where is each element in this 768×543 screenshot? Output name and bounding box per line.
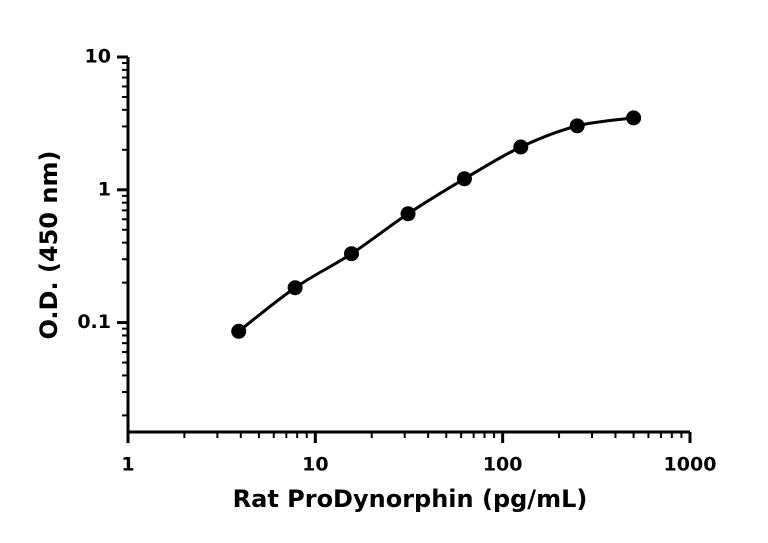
y-tick-label: 0.1 xyxy=(77,311,111,333)
point xyxy=(400,206,416,222)
point xyxy=(569,118,585,134)
x-tick-label: 1 xyxy=(121,454,134,476)
point xyxy=(287,280,303,296)
fit-curve xyxy=(237,116,634,333)
y-tick-label: 10 xyxy=(85,46,111,68)
point xyxy=(513,139,529,155)
point xyxy=(456,171,472,187)
x-tick-label: 1000 xyxy=(664,454,717,476)
point xyxy=(626,110,642,126)
point xyxy=(344,246,360,262)
y-axis-title: O.D. (450 nm) xyxy=(35,151,63,340)
y-tick-label: 1 xyxy=(98,178,111,200)
point xyxy=(231,323,247,339)
x-tick-label: 10 xyxy=(302,454,328,476)
x-axis-title: Rat ProDynorphin (pg/mL) xyxy=(233,485,588,513)
x-tick-label: 100 xyxy=(483,454,523,476)
